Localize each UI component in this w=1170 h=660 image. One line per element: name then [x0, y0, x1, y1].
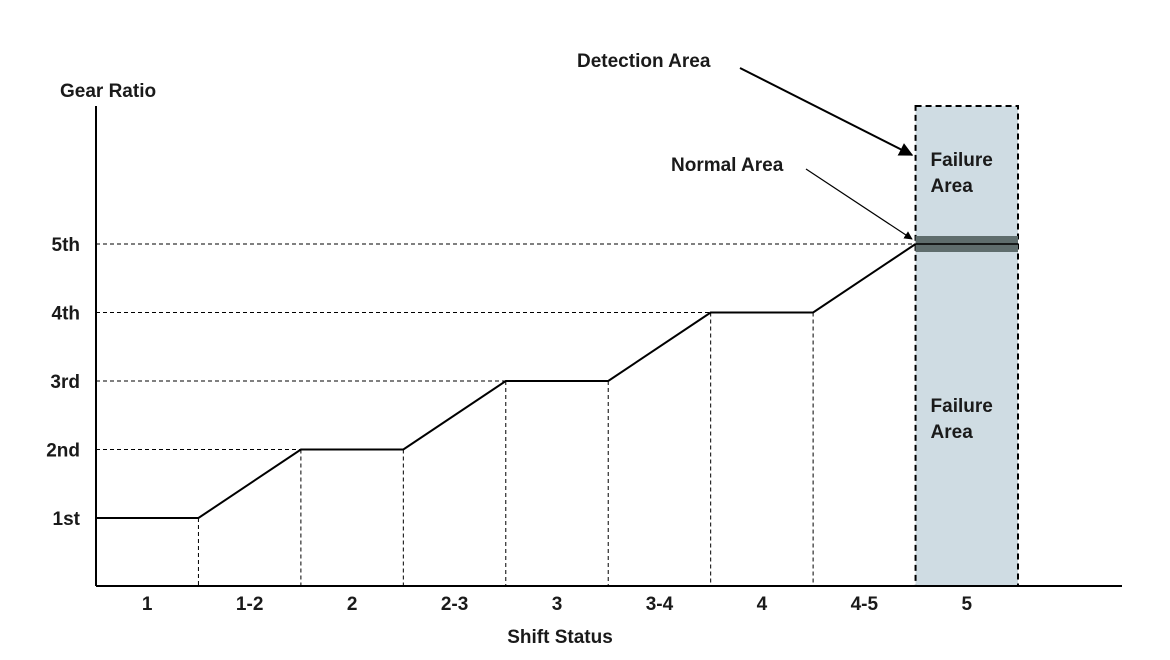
x-axis-title: Shift Status [507, 627, 613, 648]
detection-area-arrow [739, 67, 914, 156]
x-tick-4: 4 [757, 594, 768, 615]
x-tick-1-2: 1-2 [236, 594, 263, 615]
x-tick-labels: 1 1-2 2 2-3 3 3-4 4 4-5 5 [142, 594, 973, 615]
x-tick-3-4: 3-4 [646, 594, 674, 615]
y-axis-title: Gear Ratio [60, 81, 156, 102]
x-tick-4-5: 4-5 [851, 594, 879, 615]
normal-area-label: Normal Area [671, 155, 784, 176]
horizontal-guide-lines [96, 243, 916, 450]
lower-failure-area-label-line2: Area [931, 422, 974, 443]
detection-area-label: Detection Area [577, 51, 711, 72]
upper-failure-area-label-line2: Area [931, 176, 974, 197]
upper-failure-area-label-line1: Failure [931, 150, 993, 171]
x-tick-1: 1 [142, 594, 153, 615]
gear-ratio-profile-line [96, 243, 917, 519]
lower-failure-area-label-line1: Failure [931, 396, 993, 417]
x-tick-2: 2 [347, 594, 358, 615]
y-tick-4th: 4th [52, 304, 81, 325]
y-tick-labels: 1st 2nd 3rd 4th 5th [46, 235, 80, 530]
y-tick-5th: 5th [52, 235, 81, 256]
x-tick-5: 5 [961, 594, 972, 615]
y-tick-3rd: 3rd [50, 372, 80, 393]
x-tick-2-3: 2-3 [441, 594, 468, 615]
y-tick-1st: 1st [53, 509, 81, 530]
vertical-guide-lines [197, 312, 814, 586]
x-tick-3: 3 [552, 594, 563, 615]
normal-area-arrow [805, 168, 913, 240]
y-tick-2nd: 2nd [46, 441, 80, 462]
detection-area-box [914, 105, 1019, 587]
